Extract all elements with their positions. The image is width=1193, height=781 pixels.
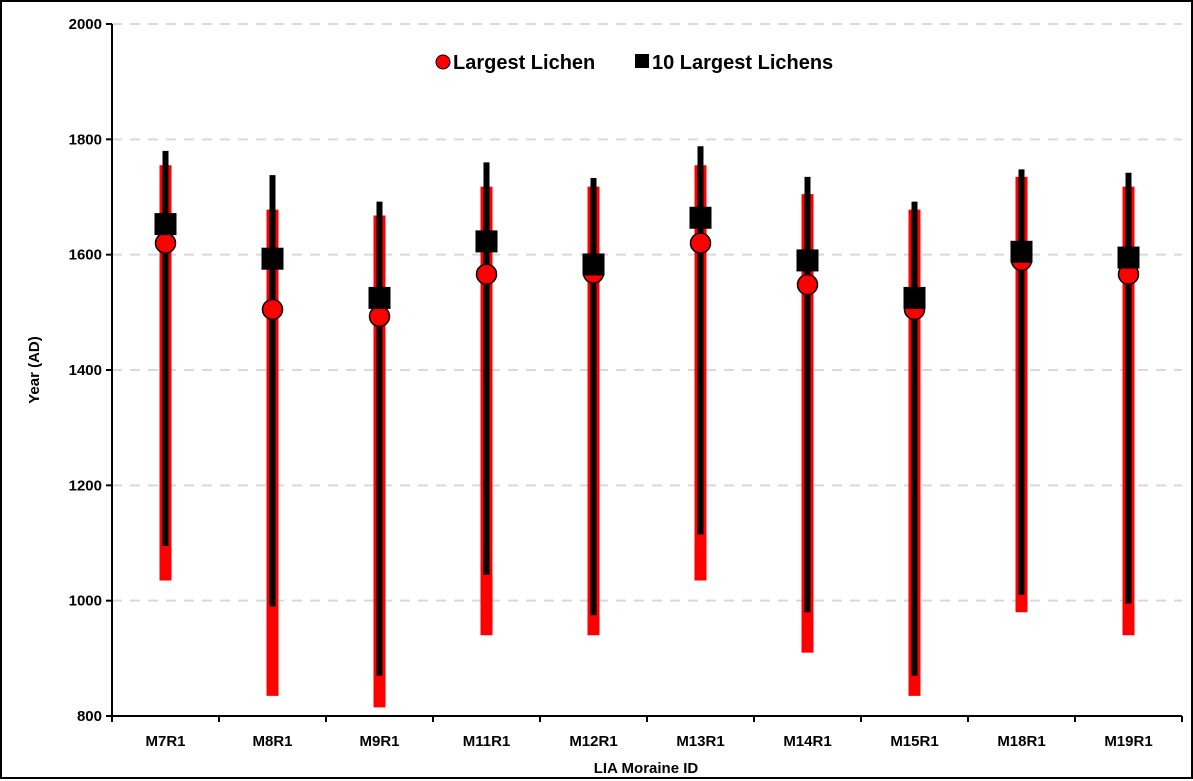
y-ticks: 800 1000 1200 1400 1600 1800 2000 <box>69 16 112 725</box>
legend: Largest Lichen 10 Largest Lichens <box>435 52 833 74</box>
x-tick-label: M7R1 <box>145 733 185 750</box>
point-10-largest-lichens <box>689 206 712 229</box>
point-10-largest-lichens <box>582 253 605 276</box>
y-tick-label: 2000 <box>69 16 102 33</box>
x-tick-label: M11R1 <box>463 733 511 750</box>
y-tick-label: 800 <box>77 708 102 725</box>
point-10-largest-lichens <box>261 247 284 270</box>
point-10-largest-lichens <box>1010 240 1033 263</box>
point-largest-lichen <box>154 232 177 254</box>
grid-lines <box>112 23 1182 602</box>
y-tick-label: 1400 <box>69 362 102 379</box>
legend-square-marker <box>635 54 649 68</box>
point-largest-lichen <box>475 263 498 286</box>
x-tick-label: M15R1 <box>890 733 938 750</box>
point-10-largest-lichens <box>368 286 391 309</box>
point-largest-lichen <box>689 232 712 254</box>
y-tick-label: 1000 <box>69 593 102 610</box>
point-largest-lichen <box>368 305 391 328</box>
x-tick-label: M9R1 <box>359 733 399 750</box>
x-tick-label: M18R1 <box>997 733 1045 750</box>
x-tick-label: M13R1 <box>676 733 724 750</box>
point-10-largest-lichens <box>903 286 926 309</box>
point-largest-lichen <box>261 298 284 321</box>
x-tick-label: M14R1 <box>783 733 831 750</box>
point-10-largest-lichens <box>1117 246 1140 269</box>
x-tick-label: M8R1 <box>252 733 292 750</box>
point-10-largest-lichens <box>796 249 819 272</box>
x-ticks: M7R1 M8R1 M9R1 M11R1 M12R1 M13R1 M14R1 M15R1 M18… <box>111 716 1183 750</box>
y-tick-label: 1200 <box>69 477 102 494</box>
y-tick-label: 1800 <box>69 131 102 148</box>
data-markers <box>154 206 1140 328</box>
x-axis-title: LIA Moraine ID <box>594 760 699 777</box>
point-10-largest-lichens <box>154 213 177 236</box>
legend-circle-marker <box>435 54 451 70</box>
y-tick-label: 1600 <box>69 247 102 264</box>
point-10-largest-lichens <box>475 230 498 253</box>
y-axis-title: Year (AD) <box>26 336 43 404</box>
legend-label-largest-lichen: Largest Lichen <box>453 52 595 74</box>
x-tick-label: M19R1 <box>1104 733 1152 750</box>
legend-label-10-largest-lichens: 10 Largest Lichens <box>652 52 833 74</box>
point-largest-lichen <box>796 273 819 296</box>
error-bars <box>159 146 1135 708</box>
x-tick-label: M12R1 <box>569 733 617 750</box>
